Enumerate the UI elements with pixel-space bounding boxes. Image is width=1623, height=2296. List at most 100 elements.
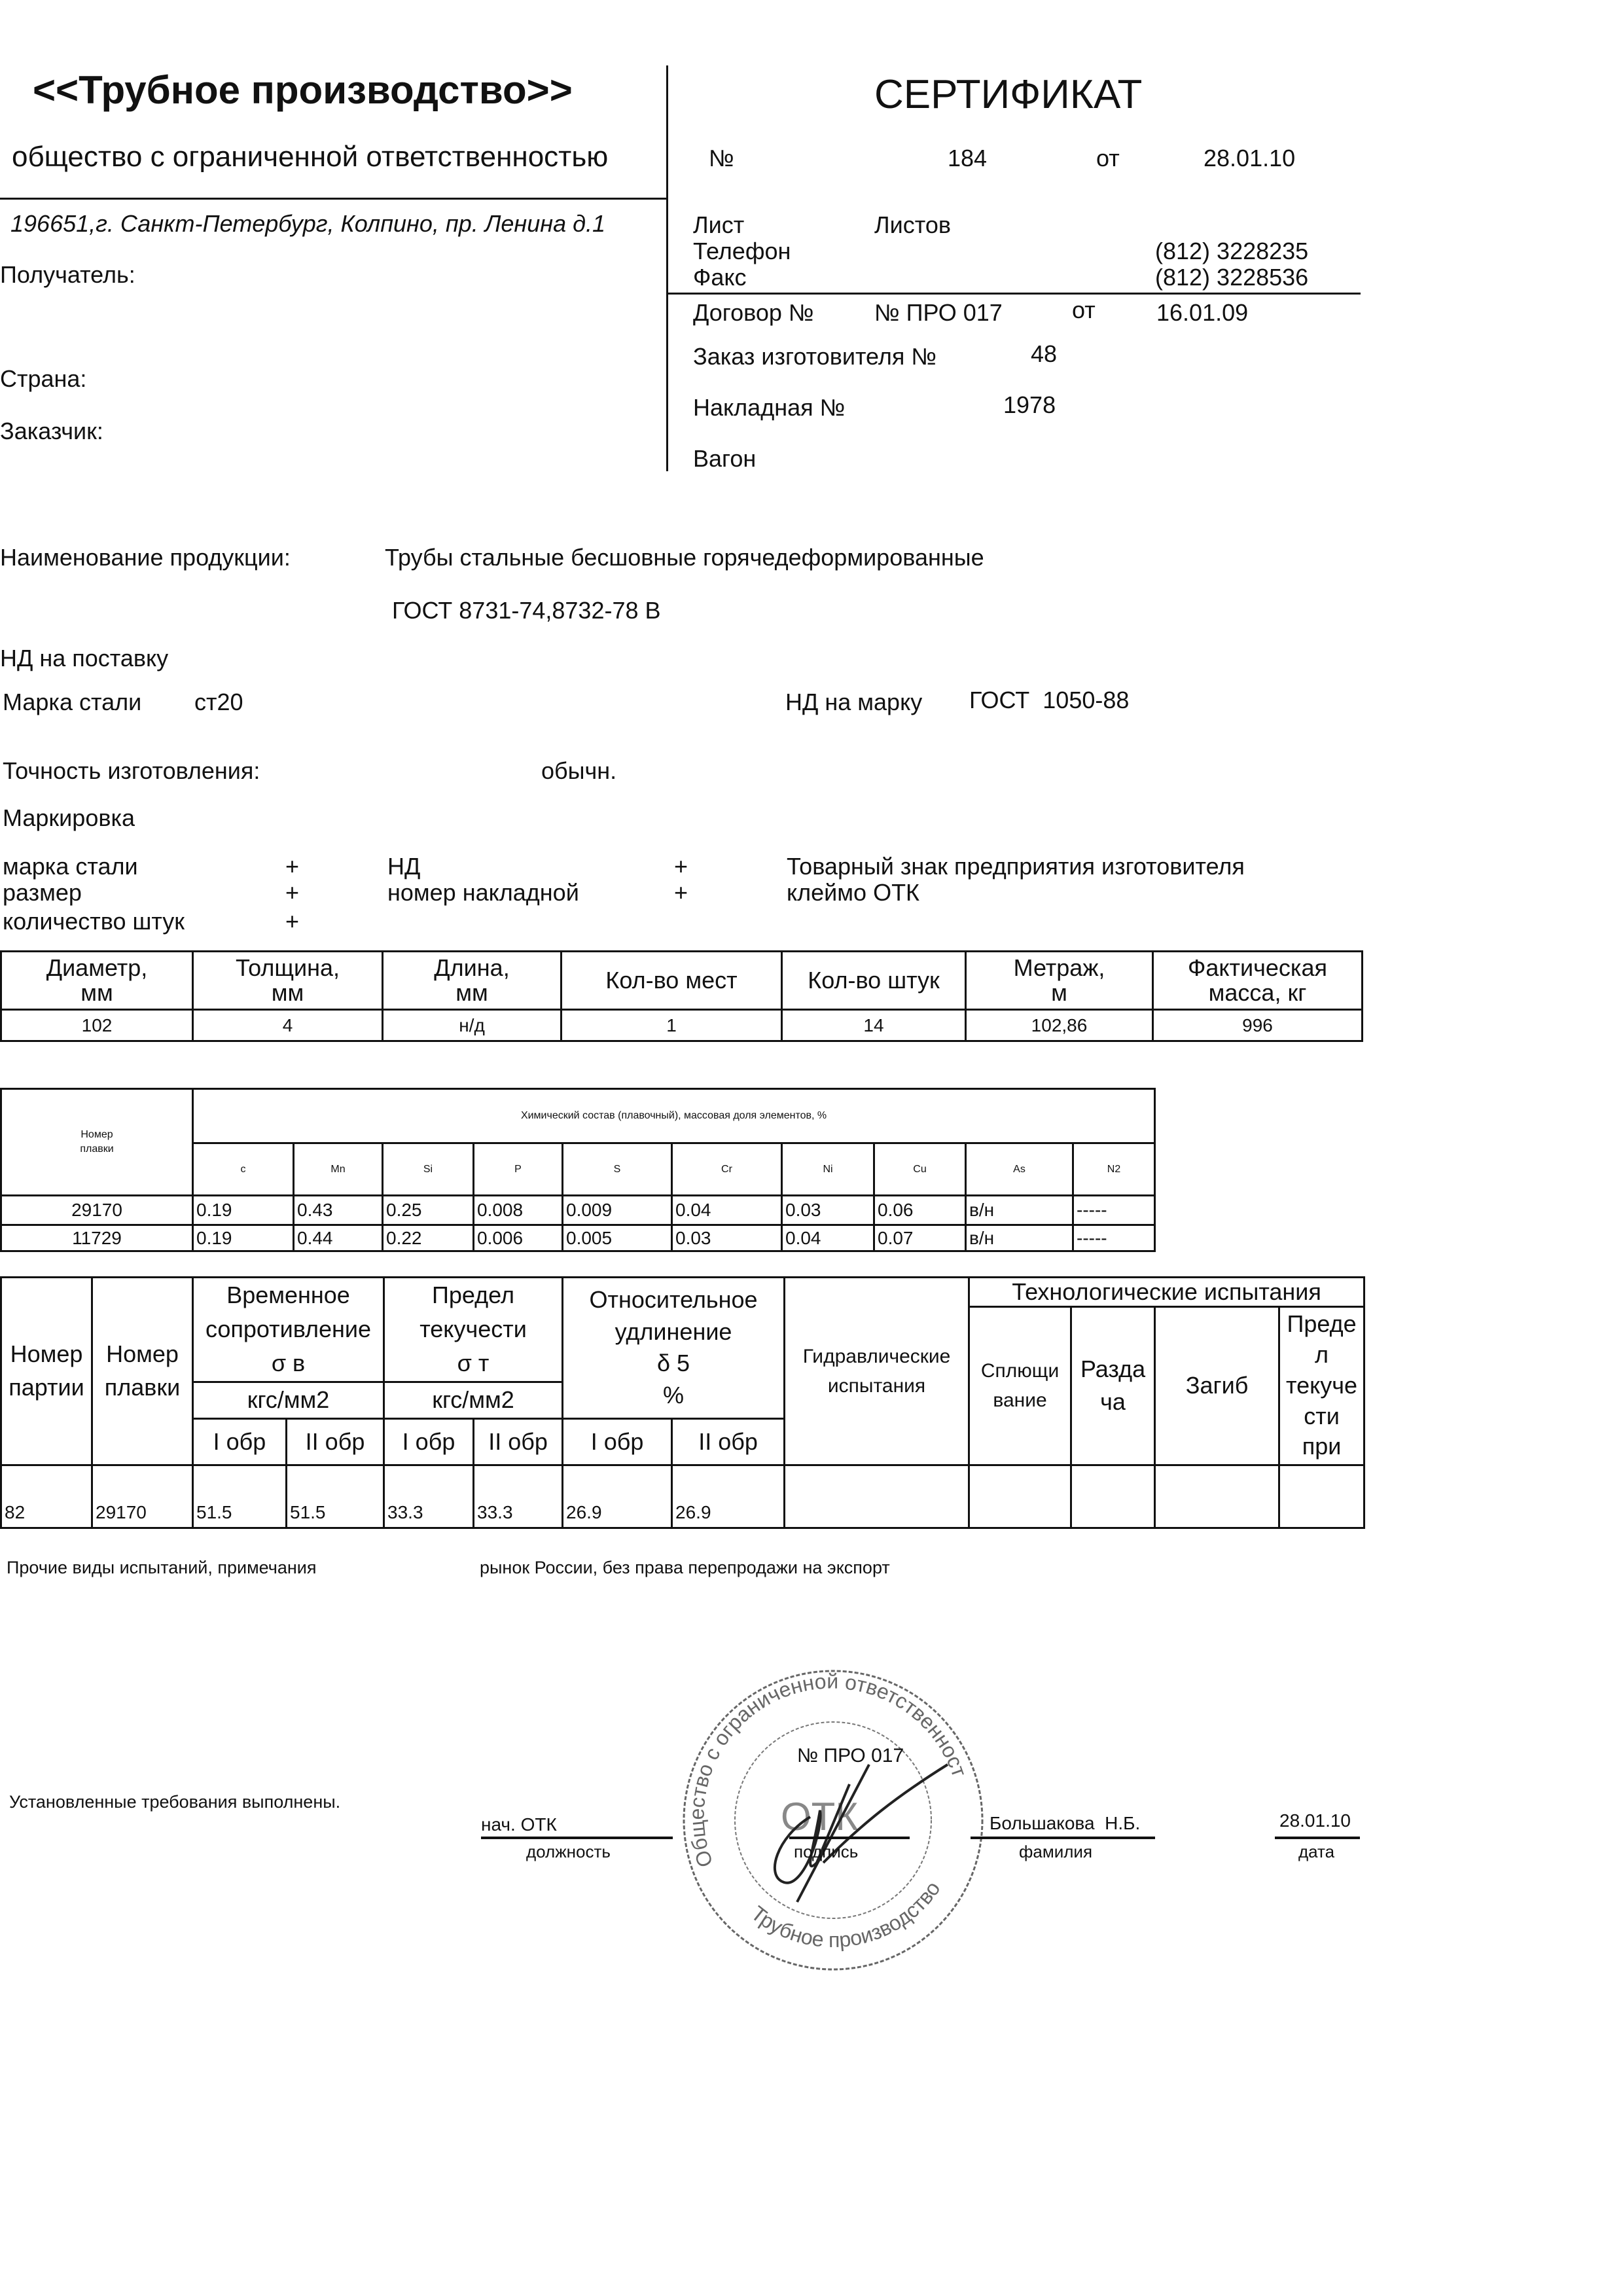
company-name: <<Трубное производство>>	[33, 68, 573, 112]
element-header: S	[562, 1142, 673, 1196]
wagon-label: Вагон	[693, 445, 757, 472]
tech-tests-header: Технологические испытания	[968, 1276, 1366, 1308]
chemistry-table: Номер плавки Химический состав (плавочны…	[0, 1088, 1156, 1252]
signature-scribble	[773, 1763, 949, 1903]
company-stamp: Общество с ограниченной ответственностью…	[679, 1666, 984, 1971]
element-header: Mn	[293, 1142, 383, 1196]
name-caption: фамилия	[1019, 1842, 1093, 1861]
underline	[789, 1837, 910, 1839]
dimensions-cell: 102	[0, 1009, 194, 1042]
element-header: P	[473, 1142, 563, 1196]
heat-number-header: Номер плавки	[91, 1276, 194, 1466]
sample-2: II обр	[285, 1417, 385, 1466]
chemistry-cell: 0.009	[562, 1194, 673, 1226]
document-title: СЕРТИФИКАТ	[874, 72, 1143, 117]
marking-item: количество штук	[3, 908, 185, 935]
mechanical-cell	[1154, 1463, 1281, 1529]
mechanical-cell: 33.3	[383, 1463, 475, 1529]
elongation-header: Относительное удлинение δ 5 %	[562, 1276, 786, 1420]
unit-kgf: кгс/мм2	[383, 1380, 564, 1420]
mechanical-cell	[1070, 1463, 1156, 1529]
underline	[1275, 1837, 1360, 1839]
chemistry-cell: 0.005	[562, 1224, 673, 1252]
stamp-number: № ПРО 017	[797, 1745, 904, 1767]
yield-strength-header: Предел текучести σ т	[383, 1276, 564, 1383]
flattening-header: Сплющи вание	[968, 1306, 1073, 1466]
sheet-label: Лист	[693, 211, 745, 238]
sample-2: II обр	[671, 1417, 786, 1466]
marking-check: +	[674, 879, 688, 906]
country-label: Страна:	[0, 365, 87, 392]
marking-item: НД	[387, 853, 421, 880]
chemistry-cell: 11729	[0, 1224, 194, 1252]
dimensions-cell: 1	[560, 1009, 783, 1042]
element-header: Cu	[873, 1142, 967, 1196]
requirements-met: Установленные требования выполнены.	[9, 1792, 341, 1812]
mechanical-cell: 82	[0, 1463, 93, 1529]
date-caption: дата	[1298, 1842, 1335, 1861]
chemistry-cell: 0.19	[192, 1224, 294, 1252]
yield-at-header: Преде л текуче сти при	[1278, 1306, 1366, 1466]
chemistry-cell: 0.19	[192, 1194, 294, 1226]
dimensions-header: Диаметр, мм	[0, 950, 194, 1011]
dimensions-table: Диаметр, мм Толщина, мм Длина, мм Кол-во ме…	[0, 950, 1363, 1042]
marking-item: номер накладной	[387, 879, 579, 906]
sample-1: I обр	[562, 1417, 673, 1466]
grade-nd-label: НД на марку	[785, 689, 923, 715]
mechanical-cell	[968, 1463, 1073, 1529]
underline	[971, 1837, 1155, 1839]
grade-nd: ГОСТ 1050-88	[969, 687, 1130, 713]
chemistry-title: Химический состав (плавочный), массовая …	[191, 1088, 1156, 1144]
delivery-nd-label: НД на поставку	[0, 645, 169, 672]
other-tests: рынок России, без права перепродажи на э…	[480, 1558, 890, 1577]
steel-grade-label: Марка стали	[3, 689, 142, 715]
contract-date-label: от	[1072, 296, 1096, 323]
position: нач. ОТК	[481, 1814, 557, 1835]
chemistry-row: 29170 0.19 0.43 0.25 0.008 0.009 0.04 0.03 0.06 в…	[0, 1194, 1156, 1226]
dimensions-header: Кол-во штук	[781, 950, 967, 1011]
number-label: №	[709, 145, 734, 171]
contract-number: № ПРО 017	[874, 299, 1003, 326]
element-header: c	[192, 1142, 294, 1196]
accuracy-label: Точность изготовления:	[3, 757, 260, 784]
certificate-date: 28.01.10	[1204, 145, 1296, 171]
marking-check: +	[285, 879, 300, 906]
divider	[0, 198, 668, 200]
batch-number-header: Номер партии	[0, 1276, 93, 1466]
chemistry-cell: -----	[1071, 1194, 1156, 1226]
mechanical-cell	[783, 1463, 971, 1529]
chemistry-cell: 0.06	[873, 1194, 967, 1226]
dimensions-cell: 14	[781, 1009, 967, 1042]
heat-number-header: Номер плавки	[0, 1088, 194, 1196]
signature-date: 28.01.10	[1279, 1810, 1351, 1831]
chemistry-cell: 0.22	[382, 1224, 474, 1252]
company-form: общество с ограниченной ответственностью	[12, 141, 609, 173]
chemistry-cell: в/н	[965, 1194, 1074, 1226]
chemistry-cell: 0.25	[382, 1194, 474, 1226]
accuracy: обычн.	[541, 757, 617, 784]
stamp-outer-ring	[683, 1670, 984, 1971]
element-header: Si	[382, 1142, 474, 1196]
dimensions-header: Фактическая масса, кг	[1152, 950, 1363, 1011]
signer-name: Большакова Н.Б.	[990, 1813, 1141, 1833]
chemistry-cell: 0.43	[293, 1194, 383, 1226]
dimensions-cell: 102,86	[965, 1009, 1154, 1042]
dimensions-header: Толщина, мм	[192, 950, 383, 1011]
marking-label: Маркировка	[3, 804, 135, 831]
chemistry-cell: 0.03	[781, 1194, 875, 1226]
mechanical-cell: 26.9	[671, 1463, 786, 1529]
sheets-label: Листов	[874, 211, 951, 238]
mechanical-cell	[1278, 1463, 1366, 1529]
chemistry-cell: -----	[1071, 1224, 1156, 1252]
chemistry-cell: 0.04	[671, 1194, 783, 1226]
certificate-number: 184	[948, 145, 988, 171]
element-header: N2	[1071, 1142, 1156, 1196]
product-standard: ГОСТ 8731-74,8732-78 В	[392, 597, 661, 624]
address: 196651,г. Санкт-Петербург, Колпино, пр. …	[10, 210, 606, 237]
fax-label: Факс	[693, 264, 747, 291]
sample-1: I обр	[192, 1417, 287, 1466]
order-label: Заказ изготовителя №	[693, 343, 936, 370]
mechanical-table: Номер партии Номер плавки Временное сопр…	[0, 1276, 1366, 1529]
other-tests-label: Прочие виды испытаний, примечания	[7, 1558, 317, 1577]
chemistry-cell: 0.006	[473, 1224, 563, 1252]
